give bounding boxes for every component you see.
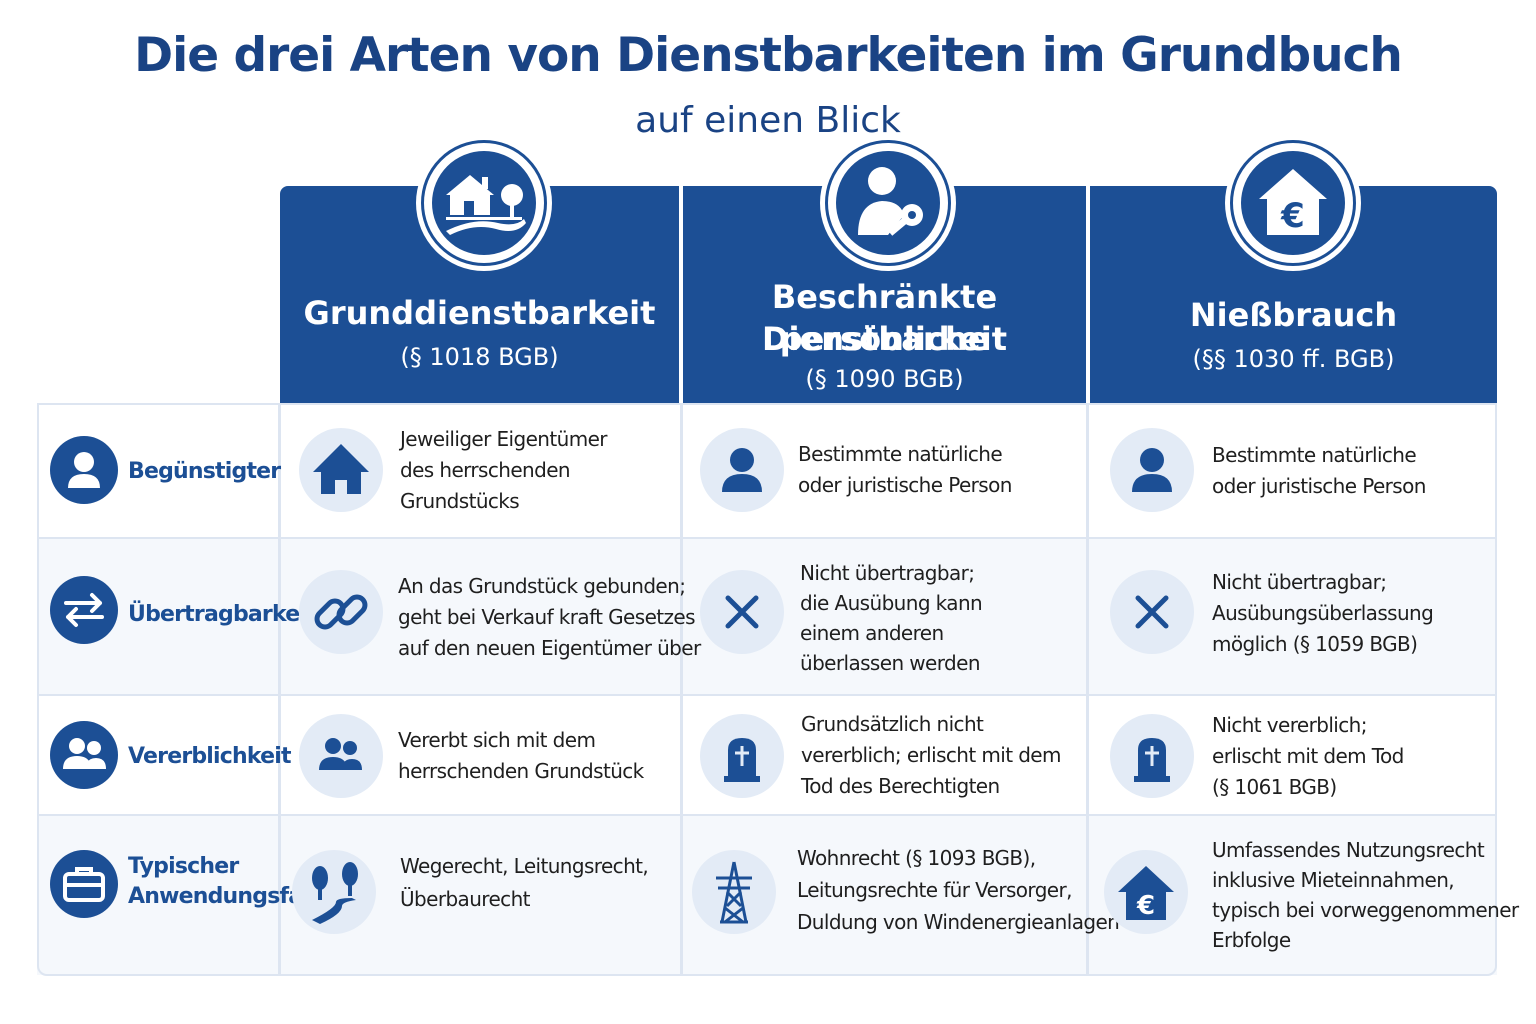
page-subtitle: auf einen Blick [635, 100, 901, 141]
gravestone-icon [700, 714, 784, 798]
comparison-table [37, 403, 1497, 976]
column-divider [680, 404, 683, 975]
person-key-icon [825, 140, 951, 266]
cell-text: Jeweiliger Eigentümer des herrschenden Gru… [400, 427, 608, 513]
column-divider [278, 404, 281, 975]
people-icon [50, 721, 118, 789]
cross-icon [700, 570, 784, 654]
people-icon [299, 714, 383, 798]
row-divider [37, 814, 1497, 816]
row-label-beguenstigter: Begünstigter [128, 459, 281, 484]
svg-text:€: € [1280, 196, 1305, 236]
cell-text: Nicht übertragbar; die Ausübung kann einem… [800, 561, 983, 675]
svg-text:€: € [1136, 891, 1155, 921]
cell-text: Bestimmte natürliche oder juristische Per… [798, 442, 1012, 497]
row-divider [37, 694, 1497, 696]
cell-text: Bestimmte natürliche oder juristische Per… [1212, 443, 1426, 498]
page-title: Die drei Arten von Dienstbarkeiten im Gr… [134, 28, 1403, 83]
column-legal-reference: (§ 1018 BGB) [400, 343, 559, 371]
euro-house-icon: € [1104, 850, 1188, 934]
column-header-beschraenkte-dienstbarkeit: Beschränkte persönliche Dienstbarkeit (§… [683, 186, 1086, 403]
trees-path-icon [292, 850, 376, 934]
chain-link-icon [299, 570, 383, 654]
person-icon [50, 436, 118, 504]
cell-text: Wohnrecht (§ 1093 BGB), Leitungsrechte fü… [797, 846, 1120, 934]
column-divider [1086, 404, 1089, 975]
column-legal-reference: (§ 1090 BGB) [805, 365, 964, 393]
arrows-swap-icon [50, 576, 118, 644]
person-icon [700, 428, 784, 512]
row-label-uebertragbarkeit: Übertragbarkeit [128, 602, 317, 627]
column-title-line-1: Beschränkte persönliche [771, 278, 998, 358]
person-icon [1110, 428, 1194, 512]
cross-icon [1110, 570, 1194, 654]
column-legal-reference: (§§ 1030 ff. BGB) [1192, 345, 1395, 373]
cell-text: An das Grundstück gebunden; geht bei Verk… [398, 574, 701, 660]
house-landscape-icon [421, 140, 547, 266]
column-title-line-2: Dienstbarkeit [761, 320, 1008, 358]
cell-text: Wegerecht, Leitungsrecht, Überbaurecht [400, 854, 649, 911]
cell-text: Vererbt sich mit dem herrschenden Grundst… [398, 728, 644, 783]
cell-text: Nicht vererblich; erlischt mit dem Tod (§ … [1212, 713, 1404, 799]
euro-house-icon: € [1230, 140, 1356, 266]
briefcase-icon [50, 850, 118, 918]
cell-text: Nicht übertragbar; Ausübungsüberlassung mö… [1212, 570, 1434, 656]
cell-text: Grundsätzlich nicht vererblich; erlischt … [801, 712, 1061, 798]
row-label-vererblichkeit: Vererblichkeit [128, 744, 292, 769]
gravestone-icon [1110, 714, 1194, 798]
column-title: Nießbrauch [1189, 296, 1398, 334]
cell-text: Umfassendes Nutzungsrecht inklusive Miete… [1212, 838, 1519, 952]
row-label-anwendungsfall: Typischer Anwendungsfall [128, 854, 317, 909]
power-pylon-icon [692, 850, 776, 934]
column-title: Grunddienstbarkeit [303, 294, 656, 332]
house-icon [299, 428, 383, 512]
row-divider [37, 537, 1497, 539]
